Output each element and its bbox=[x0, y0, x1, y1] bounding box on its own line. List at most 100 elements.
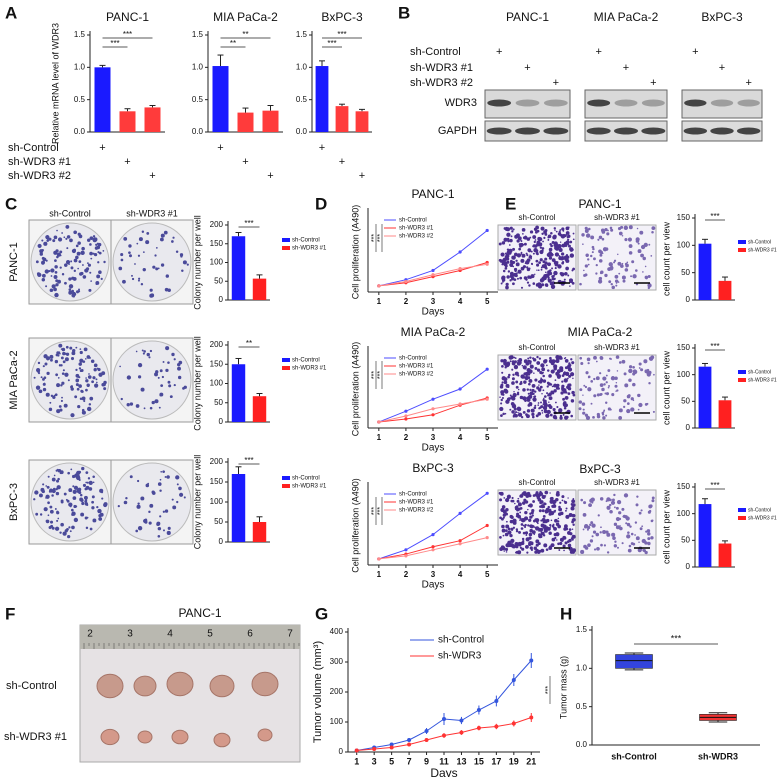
cell-dot bbox=[549, 281, 554, 286]
cell-dot bbox=[529, 230, 534, 234]
cell-dot bbox=[651, 519, 654, 522]
cell-dot bbox=[553, 260, 558, 265]
colony-dot bbox=[75, 346, 78, 349]
cell-dot bbox=[514, 411, 518, 414]
cell-dot bbox=[528, 255, 532, 259]
colony-dot bbox=[55, 491, 60, 496]
colony-dot bbox=[92, 376, 96, 380]
significance-label: *** bbox=[110, 39, 119, 48]
cell-dot bbox=[516, 508, 520, 512]
legend-swatch bbox=[282, 238, 290, 242]
cell-dot bbox=[528, 284, 531, 287]
cell-dot bbox=[551, 258, 556, 263]
colony-dot bbox=[143, 518, 148, 524]
cell-dot bbox=[520, 258, 525, 263]
cell-dot bbox=[598, 235, 603, 240]
cell-dot bbox=[540, 226, 545, 231]
cell-dot bbox=[546, 364, 548, 367]
colony-dot bbox=[151, 400, 155, 405]
cell-dot bbox=[550, 543, 555, 548]
colony-dot bbox=[167, 526, 171, 530]
cell-dot bbox=[592, 530, 597, 534]
cell-dot bbox=[509, 519, 514, 524]
significance-label: *** bbox=[671, 633, 682, 643]
cell-dot bbox=[537, 411, 542, 416]
cell-dot bbox=[602, 376, 607, 381]
colony-dot bbox=[35, 512, 39, 516]
colony-dot bbox=[46, 358, 49, 361]
group-label: sh-Control bbox=[6, 680, 57, 692]
cell-dot bbox=[551, 504, 555, 508]
cell-dot bbox=[582, 513, 587, 517]
cell-dot bbox=[504, 264, 508, 268]
cell-dot bbox=[526, 266, 529, 269]
point bbox=[404, 409, 408, 413]
y-tick-label: 100 bbox=[330, 717, 344, 726]
cell-dot bbox=[613, 493, 616, 497]
cell-dot bbox=[500, 390, 505, 395]
cell-dot bbox=[508, 244, 511, 246]
plus: + bbox=[553, 77, 559, 89]
cell-dot bbox=[564, 359, 569, 363]
colony-dot bbox=[41, 489, 45, 494]
x-tick-label: 1 bbox=[377, 297, 382, 306]
cell-dot bbox=[610, 358, 612, 360]
cell-dot bbox=[642, 271, 644, 273]
cell-dot bbox=[617, 227, 622, 231]
cell-dot bbox=[582, 394, 584, 396]
cell-dot bbox=[517, 360, 522, 365]
cell-dot bbox=[537, 402, 540, 404]
x-tick-label: 1 bbox=[377, 433, 382, 442]
colony-dot bbox=[39, 513, 43, 516]
cell-dot bbox=[533, 240, 536, 244]
cell-dot bbox=[505, 285, 509, 290]
cell-dot bbox=[617, 261, 622, 266]
colony-dot bbox=[59, 266, 62, 269]
group-label: sh-Control bbox=[49, 208, 91, 218]
cell-dot bbox=[611, 393, 615, 397]
cell-dot bbox=[640, 368, 644, 372]
cell-dot bbox=[549, 526, 552, 528]
cell-dot bbox=[522, 411, 525, 414]
cell-dot bbox=[511, 529, 513, 531]
colony-dot bbox=[51, 494, 54, 497]
cell-dot bbox=[532, 244, 536, 248]
cell-dot bbox=[570, 506, 575, 511]
cell-dot bbox=[528, 369, 533, 374]
cell-dot bbox=[500, 282, 503, 285]
tumor bbox=[257, 728, 273, 742]
x-tick-label: 7 bbox=[407, 756, 412, 766]
tumor bbox=[213, 732, 231, 748]
cell-dot bbox=[520, 286, 524, 289]
cell-dot bbox=[623, 405, 626, 409]
colony-dot bbox=[75, 378, 79, 383]
colony-dot bbox=[129, 402, 134, 406]
cell-dot bbox=[516, 239, 520, 243]
colony-dot bbox=[64, 529, 68, 533]
colony-dot bbox=[36, 368, 41, 373]
cell-dot bbox=[511, 230, 514, 233]
cell-dot bbox=[580, 498, 584, 502]
cell-dot bbox=[623, 493, 629, 498]
colony-dot bbox=[72, 496, 77, 500]
cell-dot bbox=[653, 373, 655, 376]
cell-dot bbox=[531, 525, 535, 528]
cell-dot bbox=[613, 544, 618, 548]
colony-dot bbox=[96, 505, 99, 509]
cell-dot bbox=[592, 247, 595, 251]
colony-dot bbox=[80, 369, 84, 373]
cell-dot bbox=[500, 402, 503, 405]
cell-dot bbox=[531, 514, 534, 517]
colony-dot bbox=[70, 413, 75, 418]
colony-dot bbox=[84, 268, 89, 273]
point bbox=[476, 708, 481, 712]
cell-dot bbox=[510, 260, 514, 265]
cell-dot bbox=[506, 260, 510, 264]
cell-dot bbox=[647, 532, 651, 536]
band bbox=[613, 127, 639, 135]
colony-dot bbox=[33, 376, 36, 379]
bar bbox=[698, 243, 712, 300]
cell-dot bbox=[502, 534, 505, 537]
colony-dot bbox=[172, 236, 175, 239]
y-tick-label: 0.0 bbox=[576, 740, 588, 749]
